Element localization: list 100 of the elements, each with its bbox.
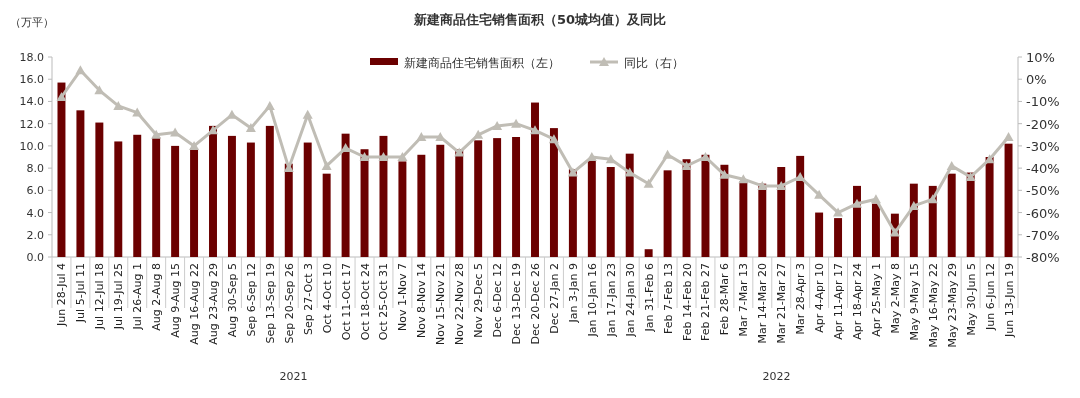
bar (796, 155, 805, 257)
bar (587, 160, 596, 257)
x-tick-label: Dec 6-Dec 12 (491, 263, 505, 338)
point (321, 160, 332, 170)
point (454, 147, 465, 157)
point (132, 107, 143, 117)
point (359, 152, 370, 161)
x-tick-label: Jan 24-Jan 30 (623, 263, 637, 338)
bar (815, 212, 824, 257)
point (776, 180, 787, 190)
point (113, 100, 124, 110)
x-tick-label: Mar 28-Apr 3 (794, 263, 808, 335)
x-tick-label: Aug 30-Sep 5 (225, 263, 239, 338)
y-tick-label: 18.0 (19, 51, 44, 64)
x-tick-label: Feb 28-Mar 6 (718, 263, 732, 336)
bar (171, 145, 180, 257)
x-tick-label: May 23-May 29 (945, 263, 959, 348)
point (75, 65, 86, 75)
y-tick-label: 0.0 (26, 251, 44, 264)
y2-tick-label: 10% (1026, 50, 1055, 65)
bar (209, 125, 217, 257)
x-tick-label: Dec 20-Dec 26 (529, 263, 542, 345)
bar (398, 161, 407, 257)
bar (853, 185, 861, 257)
x-tick-label: Nov 29-Dec 5 (472, 263, 486, 338)
x-tick-label: Sep 6-Sep 12 (244, 263, 258, 337)
x-tick-label: May 2-May 8 (888, 263, 902, 334)
x-tick-label: Aug 23-Aug 29 (207, 263, 220, 345)
bar (246, 142, 255, 257)
x-tick-label: Jul 19-Jul 25 (112, 263, 126, 331)
bar (531, 102, 539, 257)
bar (474, 140, 483, 257)
y2-tick-label: 0% (1026, 72, 1047, 88)
bar (417, 154, 426, 257)
point (473, 129, 484, 139)
x-tick-label: Jul 12-Jul 18 (93, 263, 107, 331)
x-tick-label: Jan 17-Jan 23 (604, 263, 618, 338)
x-tick-label: Nov 22-Nov 28 (453, 263, 467, 345)
point (56, 92, 67, 101)
legend-label: 新建商品住宅销售面积（左） (404, 56, 560, 70)
x-tick-label: Mar 7-Mar 13 (737, 263, 751, 337)
point (870, 194, 881, 204)
bar (190, 148, 199, 257)
bar (133, 134, 142, 257)
bar (947, 173, 956, 257)
x-tick-label: Nov 1-Nov 7 (396, 263, 410, 331)
x-tick-label: Oct 18-Oct 24 (358, 263, 372, 341)
y2-tick-label: -40% (1026, 161, 1060, 177)
bar (625, 153, 634, 257)
point (530, 125, 540, 135)
bar (644, 249, 653, 257)
bar (322, 173, 331, 257)
y2-tick-label: -50% (1026, 183, 1060, 199)
x-tick-label: May 9-May 15 (907, 263, 921, 341)
point (492, 120, 503, 130)
point (965, 172, 976, 181)
bar (76, 110, 85, 257)
y-tick-label: 16.0 (19, 73, 44, 87)
x-tick-label: Apr 11-Apr 17 (832, 263, 846, 340)
bar (95, 122, 104, 257)
bar (303, 142, 312, 257)
bar (341, 133, 350, 257)
y-tick-label: 4.0 (26, 206, 44, 220)
x-tick-label: Jul 5-Jul 11 (74, 263, 88, 324)
y2-tick-label: -80% (1026, 250, 1060, 265)
point (927, 194, 938, 204)
point (833, 207, 844, 217)
bar (114, 141, 123, 257)
x-tick-label: Sep 27-Oct 3 (301, 263, 315, 336)
bar (966, 172, 975, 257)
text: 2021 (279, 370, 308, 383)
bar (701, 154, 710, 257)
bar (682, 159, 691, 257)
bar (985, 157, 994, 257)
x-tick-label: Jan 31-Feb 6 (642, 263, 656, 333)
x-tick-label: Nov 8-Nov 14 (415, 263, 429, 338)
x-tick-label: Jun 6-Jun 12 (983, 263, 997, 331)
x-tick-label: Nov 15-Nov 21 (434, 263, 448, 345)
point (662, 149, 673, 159)
point (681, 160, 692, 170)
bar (834, 218, 843, 257)
bar (549, 128, 558, 257)
bar (739, 181, 748, 257)
bar (568, 169, 577, 257)
point (908, 200, 919, 210)
bar (152, 137, 161, 257)
x-tick-label: Mar 21-Mar 27 (775, 263, 789, 344)
point (548, 134, 559, 144)
point (511, 118, 522, 128)
x-tick-label: Oct 11-Oct 17 (339, 263, 353, 341)
point (302, 109, 313, 119)
point (264, 100, 275, 110)
point (378, 152, 389, 161)
y2-tick-label: -70% (1026, 227, 1060, 243)
bar (360, 149, 369, 257)
bar (909, 183, 918, 257)
point (151, 129, 162, 139)
point (643, 178, 654, 188)
x-tick-label: Jun 13-Jun 19 (1002, 263, 1016, 338)
point (624, 167, 635, 177)
